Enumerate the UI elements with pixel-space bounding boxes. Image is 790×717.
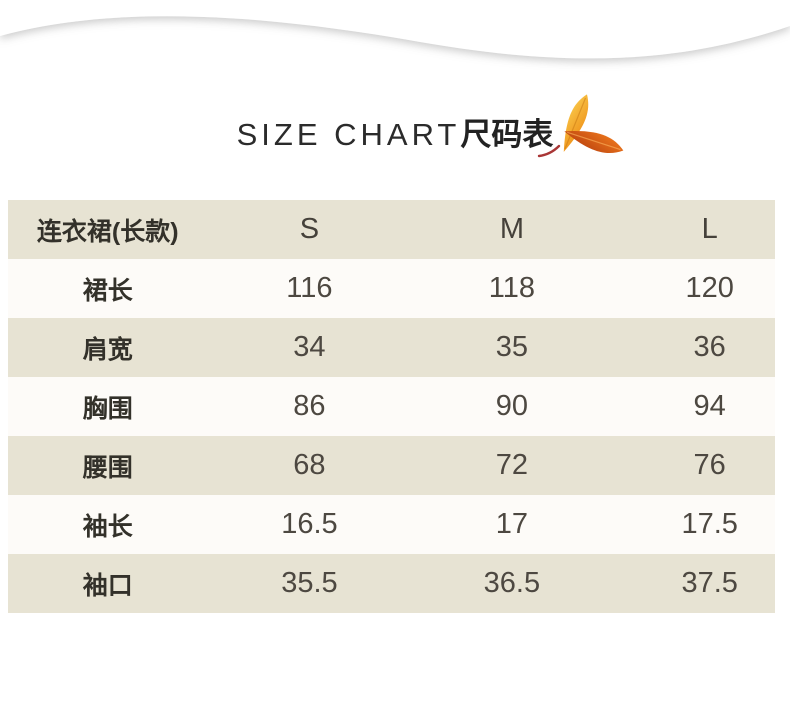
row-label: 腰围 [8,436,208,495]
title-chinese-text: 尺码表 [460,117,554,152]
leaf-stem [538,144,561,158]
cell-value: 37.5 [612,554,775,613]
page-title-inner: SIZE CHART尺码表 [236,94,624,164]
row-label: 袖长 [8,495,208,554]
cell-value: 34 [207,318,412,377]
cell-value: 94 [612,377,775,436]
size-chart-table: 连衣裙(长款) S M L 裙长 116 118 120 肩宽 34 35 36… [8,200,775,613]
cell-value: 118 [411,259,613,318]
red-leaf [564,130,624,153]
table-row-cuff: 袖口 35.5 36.5 37.5 [8,554,775,613]
header-product-name: 连衣裙(长款) [8,200,208,259]
cell-value: 90 [411,377,613,436]
header-size-m: M [411,200,613,259]
row-label: 裙长 [8,259,208,318]
table-header-row: 连衣裙(长款) S M L [8,200,775,259]
cell-value: 116 [207,259,412,318]
yellow-leaf [564,94,589,152]
cell-value: 36.5 [411,554,613,613]
cell-value: 72 [411,436,613,495]
table-row-skirt-length: 裙长 116 118 120 [8,259,775,318]
cell-value: 36 [612,318,775,377]
table-row-sleeve-length: 袖长 16.5 17 17.5 [8,495,775,554]
cell-value: 17 [411,495,613,554]
cell-value: 120 [612,259,775,318]
cell-value: 16.5 [207,495,412,554]
cell-value: 17.5 [612,495,775,554]
cell-value: 68 [207,436,412,495]
table-row-waist: 腰围 68 72 76 [8,436,775,495]
header-size-l: L [612,200,775,259]
title-latin-text: SIZE CHART [236,117,461,152]
page-title: SIZE CHART尺码表 [0,94,790,164]
autumn-leaves-icon [538,94,624,158]
cell-value: 86 [207,377,412,436]
wave-shape [0,0,790,59]
row-label: 肩宽 [8,318,208,377]
row-label: 胸围 [8,377,208,436]
table-row-shoulder-width: 肩宽 34 35 36 [8,318,775,377]
cell-value: 35.5 [207,554,412,613]
cell-value: 76 [612,436,775,495]
table-row-bust: 胸围 86 90 94 [8,377,775,436]
wave-divider [0,0,790,59]
row-label: 袖口 [8,554,208,613]
header-size-s: S [207,200,412,259]
cell-value: 35 [411,318,613,377]
